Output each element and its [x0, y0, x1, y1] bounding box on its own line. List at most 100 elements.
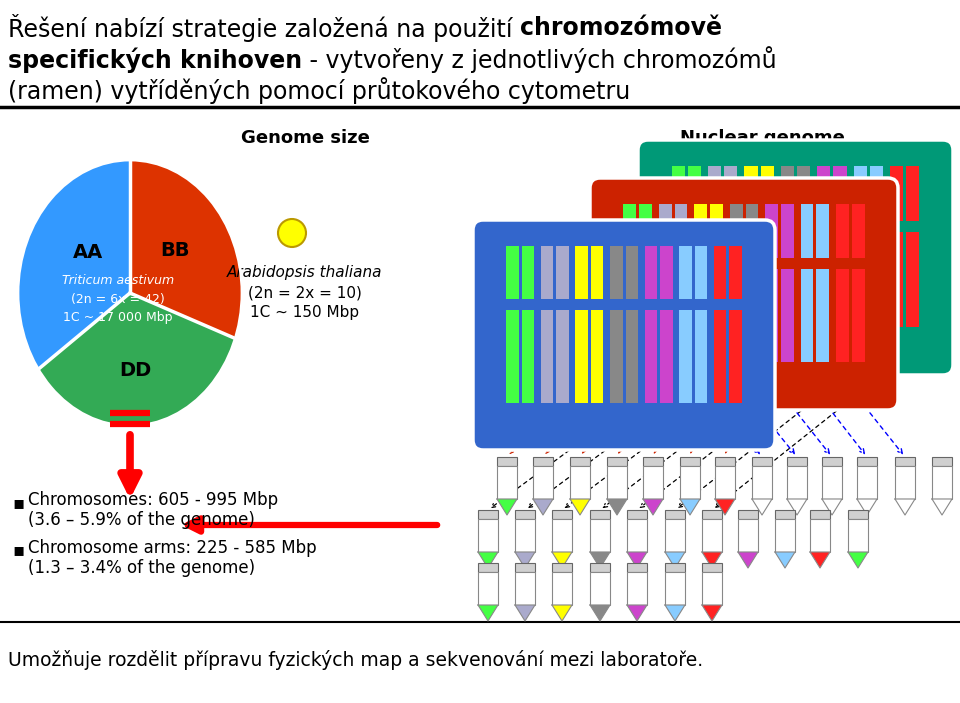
- Bar: [644, 246, 657, 299]
- Text: AA: AA: [73, 243, 103, 262]
- Bar: [515, 510, 535, 519]
- Bar: [497, 457, 517, 466]
- Bar: [822, 466, 842, 499]
- Bar: [506, 310, 518, 403]
- Polygon shape: [895, 499, 915, 515]
- Bar: [730, 310, 742, 403]
- Bar: [591, 310, 604, 403]
- Bar: [848, 519, 868, 552]
- Text: 1C ~ 17 000 Mbp: 1C ~ 17 000 Mbp: [63, 311, 173, 325]
- Bar: [552, 519, 572, 552]
- Polygon shape: [552, 552, 572, 568]
- Bar: [627, 572, 647, 605]
- Polygon shape: [848, 552, 868, 568]
- FancyBboxPatch shape: [638, 140, 953, 375]
- Polygon shape: [590, 552, 610, 568]
- Bar: [895, 457, 915, 466]
- Text: - vytvořeny z jednotlivých chromozómů: - vytvořeny z jednotlivých chromozómů: [302, 46, 777, 73]
- Polygon shape: [478, 552, 498, 568]
- Polygon shape: [533, 499, 553, 515]
- Bar: [738, 510, 758, 519]
- Bar: [687, 166, 701, 221]
- Bar: [870, 232, 883, 327]
- Bar: [857, 466, 877, 499]
- Bar: [478, 563, 498, 572]
- Polygon shape: [590, 605, 610, 621]
- Bar: [714, 246, 726, 299]
- Polygon shape: [665, 605, 685, 621]
- Bar: [540, 310, 553, 403]
- Bar: [540, 246, 553, 299]
- Bar: [497, 466, 517, 499]
- Circle shape: [278, 219, 306, 247]
- Bar: [552, 563, 572, 572]
- Bar: [610, 246, 622, 299]
- Bar: [665, 510, 685, 519]
- Bar: [895, 466, 915, 499]
- Bar: [787, 466, 807, 499]
- Bar: [708, 166, 721, 221]
- Bar: [675, 269, 687, 363]
- Polygon shape: [570, 499, 590, 515]
- Bar: [724, 232, 737, 327]
- Bar: [702, 510, 722, 519]
- Bar: [478, 572, 498, 605]
- Bar: [890, 232, 903, 327]
- Bar: [643, 466, 663, 499]
- Text: Triticum aestivum: Triticum aestivum: [62, 274, 174, 288]
- Bar: [575, 310, 588, 403]
- Bar: [817, 232, 830, 327]
- Polygon shape: [775, 552, 795, 568]
- Bar: [710, 204, 723, 258]
- Text: chromozómově: chromozómově: [520, 16, 722, 40]
- Bar: [780, 269, 794, 363]
- Bar: [702, 519, 722, 552]
- Bar: [626, 310, 638, 403]
- Bar: [590, 510, 610, 519]
- Polygon shape: [932, 499, 952, 515]
- Bar: [665, 572, 685, 605]
- Bar: [702, 572, 722, 605]
- Text: Chromosomes: 605 - 995 Mbp: Chromosomes: 605 - 995 Mbp: [28, 491, 278, 509]
- Bar: [853, 166, 867, 221]
- Bar: [836, 269, 849, 363]
- Bar: [659, 204, 672, 258]
- Text: Nuclear genome: Nuclear genome: [680, 129, 845, 147]
- Text: (2n = 2x = 10): (2n = 2x = 10): [248, 285, 362, 300]
- Bar: [478, 519, 498, 552]
- Bar: [852, 269, 865, 363]
- Bar: [643, 457, 663, 466]
- Polygon shape: [822, 499, 842, 515]
- Bar: [557, 246, 569, 299]
- Polygon shape: [130, 160, 242, 338]
- Bar: [660, 310, 673, 403]
- Bar: [906, 232, 920, 327]
- Bar: [738, 519, 758, 552]
- Bar: [515, 519, 535, 552]
- Polygon shape: [515, 605, 535, 621]
- Bar: [744, 232, 757, 327]
- Bar: [590, 572, 610, 605]
- Text: ▪: ▪: [12, 541, 24, 559]
- Text: (1.3 – 3.4% of the genome): (1.3 – 3.4% of the genome): [28, 559, 255, 577]
- Bar: [570, 457, 590, 466]
- Text: (ramen) vytříděných pomocí průtokového cytometru: (ramen) vytříděných pomocí průtokového c…: [8, 77, 631, 105]
- Bar: [833, 166, 847, 221]
- Bar: [590, 563, 610, 572]
- Bar: [590, 519, 610, 552]
- Bar: [694, 204, 708, 258]
- Polygon shape: [607, 499, 627, 515]
- Bar: [639, 204, 652, 258]
- Bar: [890, 166, 903, 221]
- Bar: [810, 510, 830, 519]
- Bar: [575, 246, 588, 299]
- Bar: [780, 166, 794, 221]
- Bar: [533, 466, 553, 499]
- Bar: [787, 457, 807, 466]
- Bar: [522, 246, 534, 299]
- Polygon shape: [665, 552, 685, 568]
- Text: ▪: ▪: [12, 494, 24, 512]
- Bar: [552, 510, 572, 519]
- Polygon shape: [18, 160, 130, 369]
- Bar: [724, 166, 737, 221]
